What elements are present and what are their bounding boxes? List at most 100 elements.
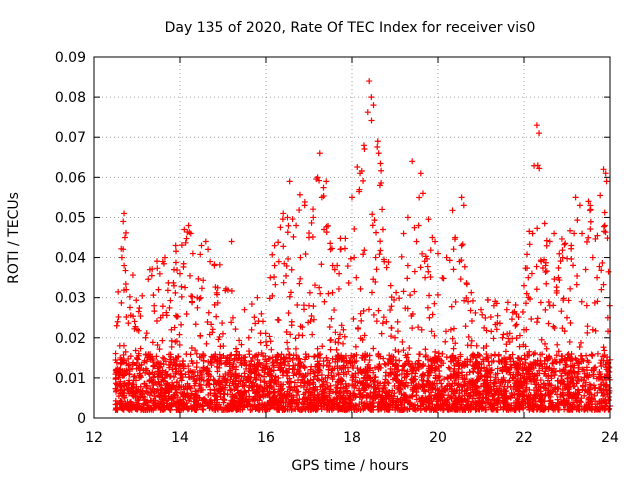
data-point: [574, 370, 581, 377]
data-point: [420, 387, 427, 394]
data-point: [398, 253, 405, 260]
data-point: [382, 395, 389, 402]
data-point: [161, 355, 168, 362]
data-point: [296, 207, 303, 214]
data-point: [432, 405, 439, 412]
data-point: [583, 302, 590, 309]
data-point: [386, 404, 393, 411]
data-point: [402, 352, 409, 359]
data-point: [202, 238, 209, 245]
data-point: [543, 387, 550, 394]
data-point: [167, 372, 174, 379]
data-point: [528, 270, 535, 277]
data-point: [538, 405, 545, 412]
data-point: [182, 284, 189, 291]
data-point: [377, 394, 384, 401]
data-point: [366, 374, 373, 381]
data-point: [547, 382, 554, 389]
data-point: [297, 275, 304, 282]
data-point: [155, 378, 162, 385]
data-point: [239, 392, 246, 399]
data-point: [370, 311, 377, 318]
data-point: [296, 362, 303, 369]
data-point: [587, 206, 594, 213]
data-point: [588, 395, 595, 402]
data-point: [377, 247, 384, 254]
data-point: [419, 397, 426, 404]
data-point: [266, 394, 273, 401]
data-point: [507, 384, 514, 391]
data-point: [541, 357, 548, 364]
data-point: [315, 361, 322, 368]
data-point: [282, 399, 289, 406]
data-point: [594, 232, 601, 239]
data-point: [123, 286, 130, 293]
data-point: [436, 373, 443, 380]
data-point: [380, 355, 387, 362]
data-point: [138, 406, 145, 413]
x-tick-label: 16: [257, 430, 275, 446]
data-point: [450, 352, 457, 359]
data-point: [578, 298, 585, 305]
data-point: [367, 390, 374, 397]
data-point: [291, 379, 298, 386]
data-point: [323, 379, 330, 386]
data-point: [396, 357, 403, 364]
y-tick-label: 0.02: [55, 331, 86, 347]
data-point: [189, 250, 196, 257]
data-point: [318, 194, 325, 201]
data-point: [221, 406, 228, 413]
data-point: [302, 389, 309, 396]
data-point: [184, 390, 191, 397]
data-point: [297, 362, 304, 369]
data-point: [368, 94, 375, 101]
data-point: [567, 227, 574, 234]
data-point: [173, 369, 180, 376]
data-point: [308, 313, 315, 320]
data-point: [360, 251, 367, 258]
data-point: [537, 377, 544, 384]
data-point: [558, 356, 565, 363]
data-point: [321, 226, 328, 233]
data-point: [507, 361, 514, 368]
data-point: [143, 358, 150, 365]
data-point: [570, 377, 577, 384]
data-point: [526, 241, 533, 248]
data-point: [180, 260, 187, 267]
data-point: [204, 319, 211, 326]
data-point: [483, 368, 490, 375]
data-point: [600, 357, 607, 364]
data-point: [435, 402, 442, 409]
data-point: [306, 289, 313, 296]
data-point: [187, 402, 194, 409]
data-point: [195, 387, 202, 394]
data-point: [424, 369, 431, 376]
data-point: [482, 314, 489, 321]
data-point: [186, 272, 193, 279]
data-point: [301, 398, 308, 405]
data-point: [585, 234, 592, 241]
data-point: [319, 390, 326, 397]
data-point: [349, 363, 356, 370]
data-point: [488, 367, 495, 374]
data-point: [198, 242, 205, 249]
data-point: [415, 222, 422, 229]
data-point: [506, 330, 513, 337]
data-point: [416, 194, 423, 201]
data-point: [325, 290, 332, 297]
data-point: [461, 297, 468, 304]
data-point: [369, 211, 376, 218]
data-point: [115, 393, 122, 400]
data-point: [564, 371, 571, 378]
data-point: [141, 359, 148, 366]
data-point: [579, 230, 586, 237]
data-point: [241, 382, 248, 389]
data-point: [345, 382, 352, 389]
data-point: [306, 380, 313, 387]
data-point: [301, 378, 308, 385]
data-point: [238, 396, 245, 403]
data-point: [359, 336, 366, 343]
data-point: [182, 371, 189, 378]
data-point: [120, 246, 127, 253]
data-point: [120, 393, 127, 400]
